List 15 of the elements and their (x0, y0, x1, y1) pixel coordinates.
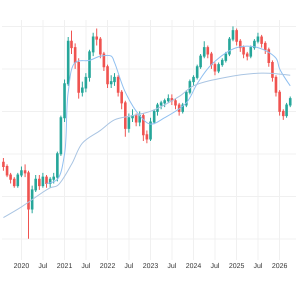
candlestick (12, 176, 16, 188)
candlestick (113, 72, 116, 86)
candlestick (163, 98, 166, 108)
candlestick (217, 62, 220, 74)
candlestick (167, 94, 170, 104)
candlestick (128, 112, 130, 134)
candlestick (110, 74, 112, 88)
candlestick (42, 172, 44, 188)
candlestick (170, 94, 174, 106)
candlestick (134, 112, 138, 127)
candlestick (138, 110, 141, 127)
candlestick (178, 102, 180, 116)
candlestick (38, 174, 41, 190)
candlestick (142, 112, 145, 142)
candlestick (45, 174, 48, 188)
